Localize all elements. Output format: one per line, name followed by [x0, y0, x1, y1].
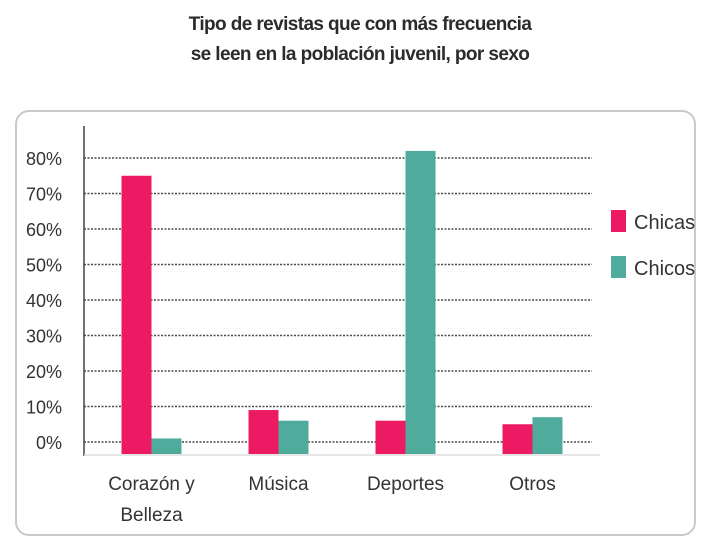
chart-title-line-2: se leen en la población juvenil, por sex…	[190, 44, 530, 65]
x-tick-label: Otros	[509, 474, 555, 495]
legend-label-chicos: Chicos	[634, 258, 695, 280]
x-tick-label-line: Música	[248, 474, 309, 495]
y-tick-label: 0%	[36, 433, 62, 453]
y-tick-label: 20%	[26, 362, 62, 382]
bar-chicas-1	[248, 410, 279, 454]
legend-label-chicas: Chicas	[634, 212, 695, 234]
legend-swatch-chicas	[611, 210, 626, 232]
y-tick-label: 50%	[26, 256, 62, 276]
bar-chicos-1	[278, 420, 309, 454]
bar-chicas-3	[502, 424, 533, 454]
chart-title: Tipo de revistas que con más frecuencia …	[0, 10, 720, 70]
x-tick-label: Deportes	[367, 474, 444, 495]
y-tick-label: 40%	[26, 291, 62, 311]
x-tick-label-line: Corazón y	[108, 474, 195, 495]
chart-frame	[15, 110, 696, 536]
bar-chicos-0	[151, 438, 182, 454]
chart-title-line-1: Tipo de revistas que con más frecuencia	[188, 14, 532, 35]
x-tick-label-line: Belleza	[120, 505, 183, 526]
legend-swatch-chicos	[611, 256, 626, 278]
x-tick-label: Música	[248, 474, 309, 495]
y-tick-label: 10%	[26, 398, 62, 418]
bar-chicas-0	[121, 175, 152, 454]
y-tick-label: 60%	[26, 220, 62, 240]
bar-chicos-2	[405, 150, 436, 454]
x-tick-label: Corazón y Belleza	[108, 474, 195, 526]
x-tick-label-line: Otros	[509, 474, 555, 495]
bar-chicas-2	[375, 420, 406, 454]
y-tick-label: 30%	[26, 327, 62, 347]
y-tick-label: 80%	[26, 149, 62, 169]
bar-chicos-3	[532, 417, 563, 454]
x-tick-label-line: Deportes	[367, 474, 444, 495]
y-tick-label: 70%	[26, 185, 62, 205]
